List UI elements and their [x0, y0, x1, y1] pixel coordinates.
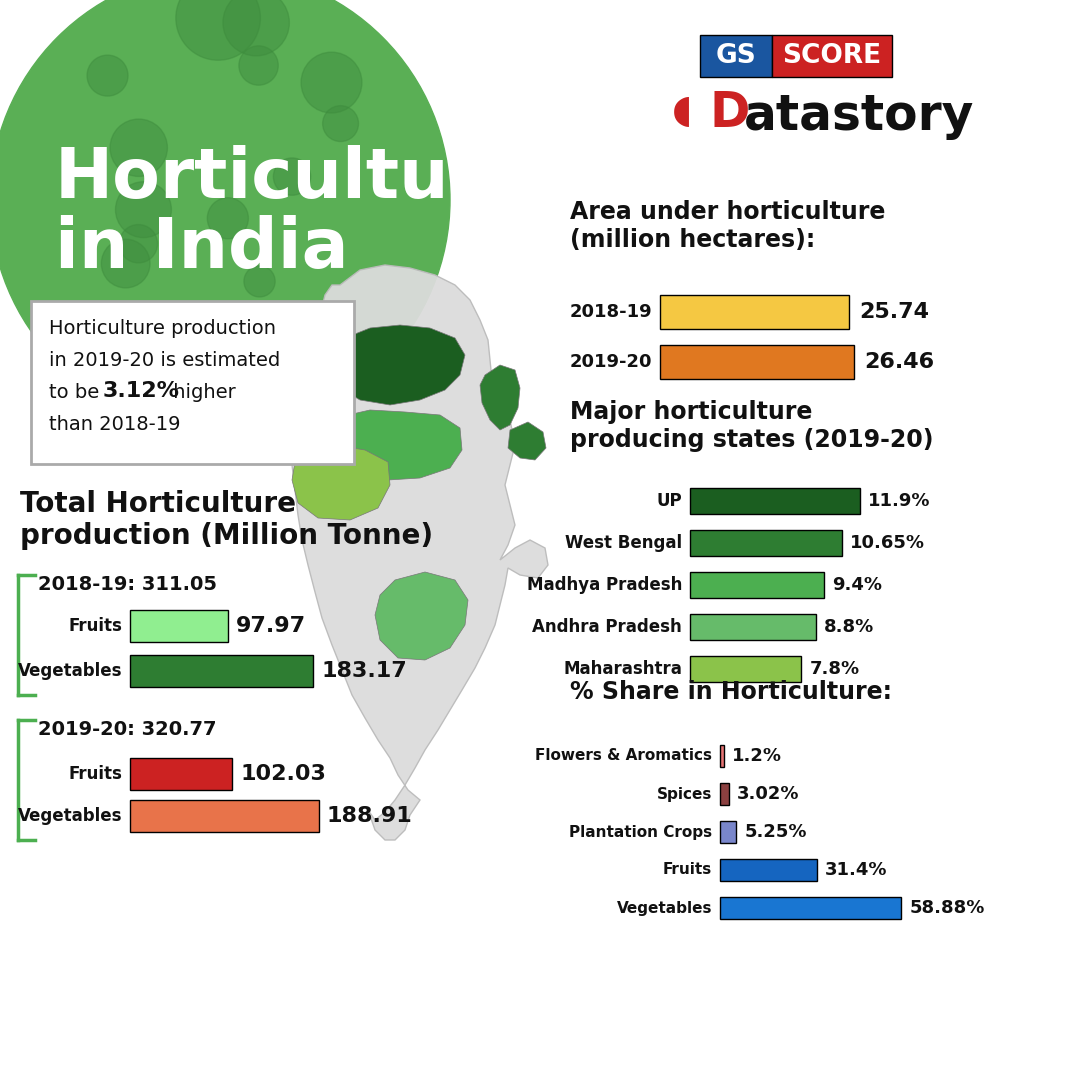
Circle shape — [116, 181, 172, 238]
Text: 11.9%: 11.9% — [868, 492, 931, 510]
Circle shape — [222, 0, 289, 56]
Text: 3.02%: 3.02% — [738, 785, 800, 804]
Text: to be: to be — [49, 383, 106, 402]
FancyBboxPatch shape — [690, 572, 824, 598]
Text: atastory: atastory — [744, 92, 974, 140]
Text: Area under horticulture
(million hectares):: Area under horticulture (million hectare… — [570, 200, 886, 252]
FancyBboxPatch shape — [690, 615, 815, 640]
Text: 2018-19: 311.05: 2018-19: 311.05 — [38, 575, 217, 594]
Circle shape — [87, 55, 129, 96]
FancyBboxPatch shape — [772, 35, 892, 77]
Text: SCORE: SCORE — [782, 43, 881, 69]
Text: ◖: ◖ — [672, 92, 692, 130]
Text: higher: higher — [167, 383, 235, 402]
FancyBboxPatch shape — [720, 897, 901, 919]
FancyBboxPatch shape — [720, 745, 724, 767]
Text: Flowers & Aromatics: Flowers & Aromatics — [535, 748, 712, 764]
FancyBboxPatch shape — [690, 530, 842, 556]
FancyBboxPatch shape — [720, 859, 816, 881]
Text: Vegetables: Vegetables — [17, 662, 122, 680]
Circle shape — [0, 0, 450, 430]
Circle shape — [134, 339, 208, 414]
Polygon shape — [328, 410, 462, 480]
FancyBboxPatch shape — [690, 656, 801, 681]
Text: 3.12%: 3.12% — [103, 381, 180, 401]
Text: Horticulture: Horticulture — [55, 145, 531, 212]
Circle shape — [273, 158, 311, 195]
Text: 31.4%: 31.4% — [825, 861, 887, 879]
Circle shape — [239, 45, 279, 85]
Circle shape — [301, 52, 362, 113]
Polygon shape — [292, 265, 548, 840]
Text: Plantation Crops: Plantation Crops — [569, 824, 712, 839]
Polygon shape — [375, 572, 468, 660]
Text: 188.91: 188.91 — [327, 806, 413, 826]
Circle shape — [207, 198, 248, 239]
Text: 102.03: 102.03 — [240, 764, 326, 784]
Text: Horticulture production: Horticulture production — [49, 319, 276, 338]
Text: 10.65%: 10.65% — [850, 534, 926, 552]
Text: 183.17: 183.17 — [321, 661, 407, 681]
Text: Fruits: Fruits — [663, 863, 712, 877]
Text: Madhya Pradesh: Madhya Pradesh — [527, 576, 681, 594]
Polygon shape — [480, 365, 519, 430]
Polygon shape — [332, 325, 465, 405]
Text: GS: GS — [716, 43, 756, 69]
Text: D: D — [710, 89, 751, 137]
Text: 2019-20: 320.77: 2019-20: 320.77 — [38, 720, 216, 739]
Text: UP: UP — [657, 492, 681, 510]
Text: in India: in India — [55, 215, 349, 282]
Text: Fruits: Fruits — [68, 617, 122, 635]
Text: 26.46: 26.46 — [864, 352, 934, 372]
Text: 25.74: 25.74 — [859, 302, 929, 322]
Text: Fruits: Fruits — [68, 765, 122, 783]
Text: 5.25%: 5.25% — [744, 823, 807, 841]
Text: Vegetables: Vegetables — [17, 807, 122, 825]
Polygon shape — [292, 445, 390, 519]
FancyBboxPatch shape — [700, 35, 772, 77]
FancyBboxPatch shape — [31, 301, 354, 464]
FancyBboxPatch shape — [720, 783, 729, 805]
Text: 58.88%: 58.88% — [909, 899, 985, 917]
Text: Major horticulture
producing states (2019-20): Major horticulture producing states (201… — [570, 400, 933, 451]
Text: 97.97: 97.97 — [235, 616, 306, 636]
Text: 1.2%: 1.2% — [731, 747, 782, 765]
Text: West Bengal: West Bengal — [565, 534, 681, 552]
Circle shape — [110, 119, 167, 176]
Text: 2019-20: 2019-20 — [569, 353, 652, 372]
Polygon shape — [508, 422, 546, 460]
Circle shape — [102, 239, 150, 288]
FancyBboxPatch shape — [690, 488, 860, 514]
FancyBboxPatch shape — [130, 758, 232, 789]
Circle shape — [176, 0, 260, 60]
Text: Andhra Pradesh: Andhra Pradesh — [532, 618, 681, 636]
Text: Spices: Spices — [657, 786, 712, 801]
Text: 8.8%: 8.8% — [824, 618, 874, 636]
FancyBboxPatch shape — [660, 295, 849, 329]
Text: 7.8%: 7.8% — [809, 660, 860, 678]
Text: 9.4%: 9.4% — [833, 576, 882, 594]
FancyBboxPatch shape — [130, 610, 228, 642]
Text: % Share in Horticulture:: % Share in Horticulture: — [570, 680, 892, 704]
Circle shape — [323, 106, 359, 141]
Text: in 2019-20 is estimated: in 2019-20 is estimated — [49, 351, 280, 370]
Circle shape — [119, 225, 158, 262]
FancyBboxPatch shape — [130, 654, 313, 687]
FancyBboxPatch shape — [720, 821, 737, 843]
Text: Maharashtra: Maharashtra — [563, 660, 681, 678]
Text: 2018-19: 2018-19 — [569, 303, 652, 321]
Text: Vegetables: Vegetables — [617, 901, 712, 916]
FancyBboxPatch shape — [130, 800, 319, 832]
Text: than 2018-19: than 2018-19 — [49, 415, 180, 434]
Text: Total Horticulture
production (Million Tonne): Total Horticulture production (Million T… — [21, 490, 433, 551]
Circle shape — [244, 266, 275, 297]
FancyBboxPatch shape — [660, 345, 854, 379]
